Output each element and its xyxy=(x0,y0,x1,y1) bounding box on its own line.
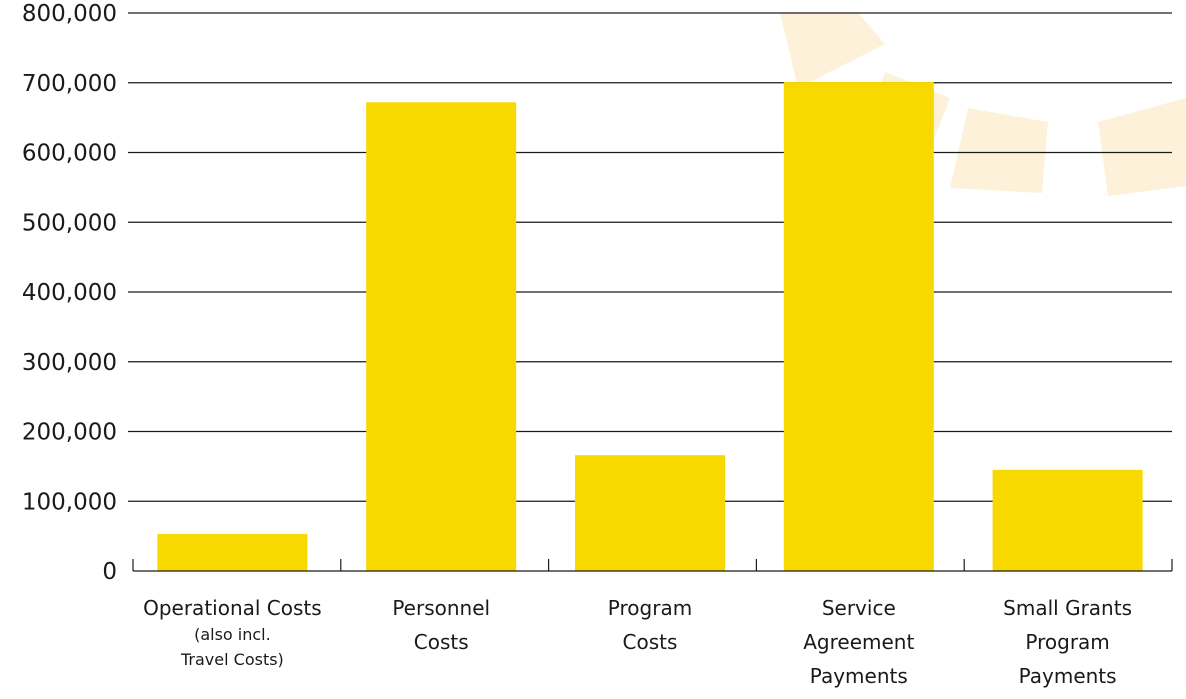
x-tick-label-line: Payments xyxy=(1019,664,1117,688)
x-tick-labels: Operational Costs (also incl. Travel Costs… xyxy=(143,596,1132,688)
y-tick-label: 800,000 xyxy=(22,1,117,27)
y-tick-label: 100,000 xyxy=(22,489,117,515)
y-tick-labels: 0 100,000 200,000 300,000 400,000 500,000 600,… xyxy=(22,1,117,585)
y-tick-label: 500,000 xyxy=(22,210,117,236)
y-tick-label: 300,000 xyxy=(22,350,117,376)
bar xyxy=(575,455,725,571)
x-tick-label-line: Agreement xyxy=(803,630,914,654)
watermark-segment-3 xyxy=(950,108,1048,193)
x-tick-label-line: Service xyxy=(822,596,896,620)
x-tick-label-line: Costs xyxy=(623,630,678,654)
x-tick-label-line: Program xyxy=(1025,630,1109,654)
x-tick-label: Small Grants Program Payments xyxy=(1003,596,1132,688)
watermark-segment-1 xyxy=(780,13,885,88)
x-tick-label: Operational Costs (also incl. Travel Costs… xyxy=(143,596,322,669)
x-tick-label-line: Costs xyxy=(414,630,469,654)
x-tick-label-line: Small Grants xyxy=(1003,596,1132,620)
x-tick-label: Personnel Costs xyxy=(392,596,490,654)
y-tick-label: 600,000 xyxy=(22,141,117,167)
x-tick-label-line: Payments xyxy=(810,664,908,688)
y-tick-label: 200,000 xyxy=(22,420,117,446)
x-tick-label: Program Costs xyxy=(608,596,692,654)
watermark-segment-4 xyxy=(1098,98,1186,196)
x-axis xyxy=(132,559,1173,572)
y-tick-label: 0 xyxy=(102,559,117,585)
y-gridlines xyxy=(128,12,1172,502)
x-tick-label: Service Agreement Payments xyxy=(803,596,914,688)
y-tick-label: 400,000 xyxy=(22,280,117,306)
bar xyxy=(366,102,517,571)
y-tick-label: 700,000 xyxy=(22,71,117,97)
x-tick-label-line: Program xyxy=(608,596,692,620)
bar xyxy=(783,82,934,572)
bar xyxy=(157,534,308,571)
bar xyxy=(992,469,1143,571)
x-tick-label-line: (also incl. xyxy=(194,625,271,644)
bars xyxy=(157,82,1143,572)
x-tick-label-line: Personnel xyxy=(392,596,490,620)
x-tick-label-line: Operational Costs xyxy=(143,596,322,620)
x-tick-label-line: Travel Costs) xyxy=(180,650,284,669)
